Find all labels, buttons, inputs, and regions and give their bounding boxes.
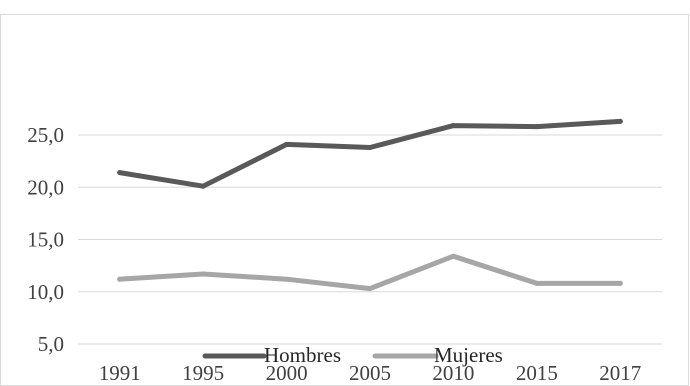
y-axis-tick-labels: 5,0 10,0 15,0 20,0 25,0 <box>27 123 64 356</box>
series-lines <box>117 118 623 292</box>
data-point-mujeres <box>284 276 290 282</box>
gridlines <box>78 134 662 345</box>
y-tick-label: 5,0 <box>38 332 64 356</box>
data-point-hombres <box>450 123 456 129</box>
data-point-hombres <box>117 170 123 176</box>
data-point-hombres <box>284 141 290 147</box>
x-tick-label: 2000 <box>266 361 308 385</box>
data-point-mujeres <box>367 286 373 292</box>
data-point-hombres <box>200 183 206 189</box>
x-axis-tick-labels: 1991 1995 2000 2005 2010 2015 2017 <box>99 361 642 385</box>
data-point-mujeres <box>534 280 540 286</box>
chart-frame <box>0 14 689 386</box>
x-tick-label: 1991 <box>99 361 141 385</box>
data-point-hombres <box>367 145 373 151</box>
legend: Hombres Mujeres <box>202 343 503 367</box>
y-tick-label: 20,0 <box>27 175 64 199</box>
data-point-hombres <box>534 124 540 130</box>
y-tick-label: 25,0 <box>27 123 64 147</box>
data-point-hombres <box>617 118 623 124</box>
x-tick-label: 2010 <box>432 361 474 385</box>
y-tick-label: 10,0 <box>27 280 64 304</box>
data-point-mujeres <box>200 271 206 277</box>
data-point-mujeres <box>617 280 623 286</box>
x-tick-label: 2015 <box>516 361 558 385</box>
legend-label-mujeres: Mujeres <box>434 343 503 367</box>
legend-label-hombres: Hombres <box>264 343 341 367</box>
y-tick-label: 15,0 <box>27 228 64 252</box>
data-point-mujeres <box>450 253 456 259</box>
x-tick-label: 1995 <box>182 361 224 385</box>
data-point-mujeres <box>117 276 123 282</box>
x-tick-label: 2017 <box>599 361 641 385</box>
x-tick-label: 2005 <box>349 361 391 385</box>
